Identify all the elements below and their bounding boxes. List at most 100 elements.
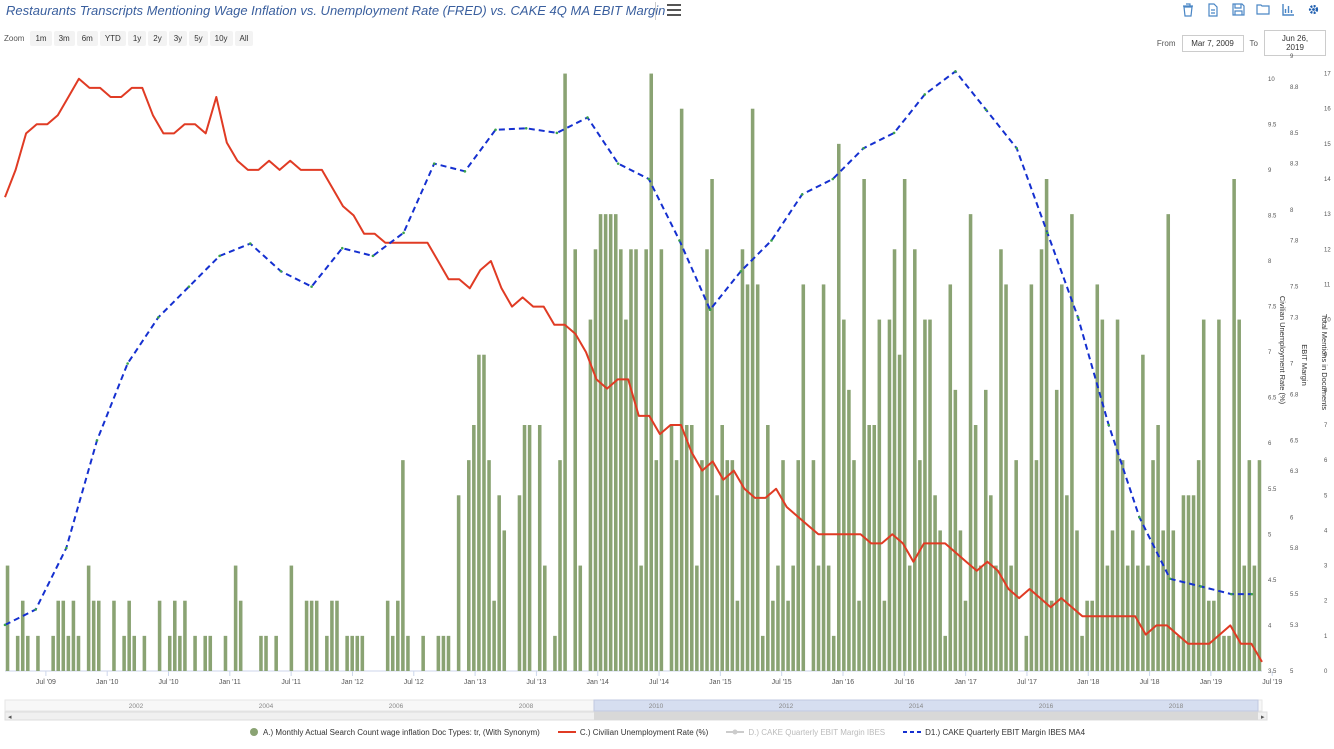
bar: [1222, 635, 1226, 671]
bar: [51, 635, 55, 671]
mentions-tick-label: 7: [1324, 423, 1328, 429]
ebit-tick-label: 7.5: [1290, 285, 1299, 291]
bar: [999, 249, 1003, 672]
zoom-all-button[interactable]: All: [234, 31, 254, 46]
legend-item-ebit-ma4[interactable]: D1.) CAKE Quarterly EBIT Margin IBES MA4: [903, 727, 1085, 737]
bar: [1237, 319, 1241, 671]
x-tick-label: Jul '16: [894, 679, 914, 686]
bar: [1252, 565, 1257, 671]
legend-line-unemployment: [557, 731, 576, 733]
mentions-axis-label: Total Mentions in Documents: [1320, 314, 1329, 411]
hamburger-menu-icon[interactable]: [667, 4, 681, 16]
gear-icon[interactable]: [1306, 3, 1320, 17]
mentions-tick-label: 12: [1324, 247, 1331, 253]
bar: [943, 635, 947, 671]
bar: [193, 635, 197, 671]
trash-icon[interactable]: [1181, 3, 1195, 17]
ebit-ma4-point: [218, 254, 221, 258]
bar: [1141, 354, 1145, 671]
unemployment-tick-label: 7.5: [1268, 305, 1277, 311]
bar: [208, 635, 213, 671]
bar: [543, 565, 547, 671]
ebit-ma4-point: [34, 608, 37, 611]
bar: [396, 600, 400, 671]
zoom-ytd-button[interactable]: YTD: [99, 31, 126, 46]
mentions-tick-label: 17: [1324, 72, 1331, 78]
ebit-ma4-point: [248, 242, 252, 245]
bar: [690, 425, 694, 671]
bar: [1095, 284, 1100, 671]
bar: [603, 214, 608, 671]
ebit-ma4-point: [616, 162, 620, 165]
zoom-5y-button[interactable]: 5y: [189, 31, 208, 46]
ebit-ma4-point: [463, 170, 467, 173]
bar: [1044, 179, 1049, 671]
x-tick-label: Jan '12: [341, 679, 363, 686]
zoom-10y-button[interactable]: 10y: [209, 31, 233, 46]
folder-icon[interactable]: [1256, 3, 1270, 17]
document-icon[interactable]: [1206, 3, 1220, 17]
bar: [811, 460, 816, 671]
ebit-tick-label: 6: [1290, 515, 1294, 521]
bar: [466, 460, 471, 671]
bar: [796, 460, 801, 671]
bar: [477, 354, 481, 671]
bar: [1080, 635, 1084, 671]
bar: [578, 565, 583, 671]
legend-item-unemployment[interactable]: C.) Civilian Unemployment Rate (%): [557, 727, 708, 737]
bar: [233, 565, 238, 671]
bar: [173, 600, 177, 671]
save-icon[interactable]: [1231, 3, 1245, 17]
bar: [1247, 460, 1252, 671]
bar: [497, 495, 501, 671]
bar: [923, 319, 927, 671]
zoom-1y-button[interactable]: 1y: [127, 31, 147, 46]
bar: [882, 600, 887, 671]
zoom-3y-button[interactable]: 3y: [168, 31, 188, 46]
ebit-ma4-point: [310, 285, 313, 288]
legend-line-ebit: [726, 729, 745, 735]
zoom-2y-button[interactable]: 2y: [148, 31, 167, 46]
bar-chart-icon[interactable]: [1281, 3, 1295, 17]
bar: [1146, 565, 1150, 671]
bar: [624, 319, 628, 671]
to-date-input[interactable]: Jun 26, 2019: [1264, 30, 1326, 56]
title-separator: [655, 2, 656, 20]
bar: [831, 635, 836, 671]
bar: [1207, 600, 1211, 671]
bar: [401, 460, 405, 671]
legend-item-ebit[interactable]: D.) CAKE Quarterly EBIT Margin IBES: [726, 727, 885, 737]
bar: [907, 565, 912, 671]
zoom-1m-button[interactable]: 1m: [30, 31, 52, 46]
bar: [1227, 635, 1231, 671]
toolbar: [1181, 3, 1320, 17]
zoom-6m-button[interactable]: 6m: [76, 31, 98, 46]
bar: [421, 635, 425, 671]
bar: [167, 635, 172, 671]
unemployment-tick-label: 5.5: [1268, 487, 1277, 493]
bar: [314, 600, 319, 671]
from-date-input[interactable]: Mar 7, 2009: [1181, 34, 1244, 52]
bar: [157, 600, 162, 671]
bar: [897, 354, 902, 671]
unemployment-axis-label: Civilian Unemployment Rate (%): [1278, 296, 1287, 405]
ebit-ma4-point: [1046, 231, 1049, 235]
zoom-3m-button[interactable]: 3m: [53, 31, 75, 46]
bar: [867, 425, 871, 671]
x-tick-label: Jul '14: [649, 679, 669, 686]
bar: [1176, 635, 1181, 671]
x-tick-label: Jan '18: [1077, 679, 1099, 686]
bar: [786, 600, 790, 671]
bar: [446, 635, 451, 671]
bar: [1070, 214, 1074, 671]
ebit-ma4-point: [800, 193, 804, 196]
bar: [203, 635, 207, 671]
ebit-ma4-point: [156, 316, 160, 319]
legend-item-mentions[interactable]: A.) Monthly Actual Search Count wage inf…: [249, 727, 540, 737]
ebit-tick-label: 5.3: [1290, 623, 1299, 629]
navigator-year-label: 2012: [779, 703, 794, 710]
bar: [994, 565, 998, 671]
bar: [791, 565, 795, 671]
unemployment-tick-label: 4.5: [1268, 578, 1277, 584]
bar: [913, 249, 917, 672]
